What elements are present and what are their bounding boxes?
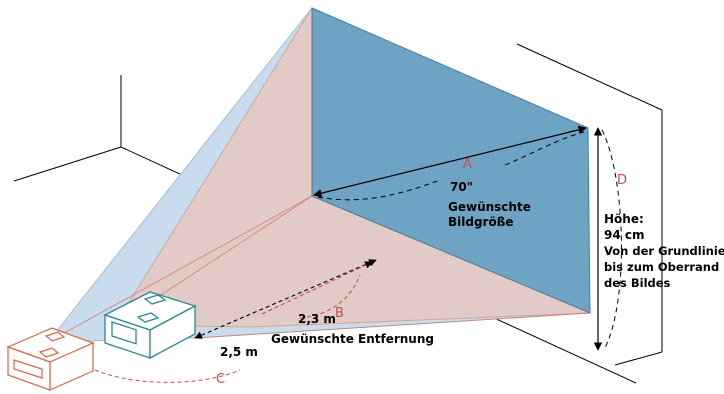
image-size-label-line1: Gewünschte: [448, 200, 531, 214]
height-value: 94 cm: [604, 228, 645, 242]
height-desc-line2: bis zum Oberrand: [604, 260, 719, 274]
distance-arc-c: [94, 369, 241, 383]
letter-c: C: [216, 372, 225, 387]
distance-long-label: 2,5 m: [220, 345, 258, 359]
desired-distance-label: Gewünschte Entfernung: [271, 332, 434, 346]
letter-a: A: [463, 157, 472, 172]
distance-arc-b: [299, 274, 361, 319]
diagonal-dashed-arc: [317, 131, 585, 201]
height-desc-line3: des Bildes: [604, 276, 671, 290]
height-title: Höhe:: [604, 212, 644, 226]
diagonal-arrow: [313, 125, 587, 198]
distance-short-label: 2,3 m: [298, 312, 336, 326]
diagonal-size-label: 70": [450, 180, 473, 194]
distance-arrow-short: [261, 261, 373, 315]
image-size-label-line2: Bildgröße: [448, 215, 513, 229]
letter-d: D: [617, 173, 627, 188]
projector-near: [103, 291, 197, 360]
height-dashed-arc: [601, 129, 622, 351]
height-desc-line1: Von der Grundlinie: [604, 244, 724, 258]
letter-b: B: [335, 306, 344, 321]
distance-arrow-long: [194, 259, 377, 339]
projector-far: [6, 327, 95, 391]
